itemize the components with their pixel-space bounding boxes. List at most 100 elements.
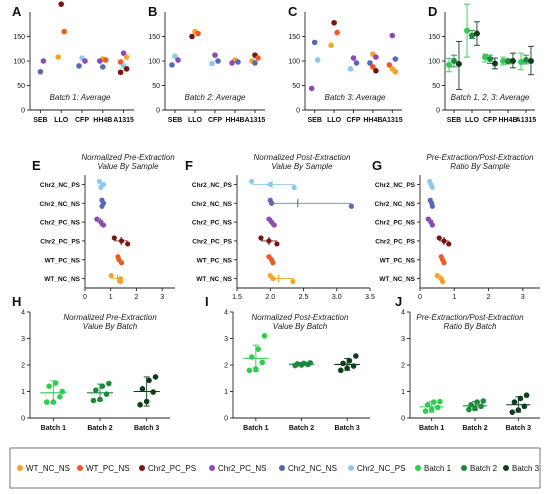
- data-point: [57, 394, 63, 400]
- data-point: [270, 275, 276, 282]
- data-point: [99, 203, 105, 209]
- y-tick-label: 0: [436, 108, 440, 115]
- data-point: [98, 184, 104, 191]
- data-point: [429, 203, 435, 209]
- y-tick-label: WT_PC_NS: [197, 257, 233, 264]
- chart-title: Pre-Extraction/Post-Extraction Ratio By B…: [416, 313, 524, 331]
- x-tick-label: 2: [134, 294, 138, 301]
- y-tick-label: Chr2_NC_NS: [40, 201, 81, 208]
- y-tick-label: 150: [148, 34, 160, 41]
- data-point: [271, 222, 277, 228]
- data-point: [99, 383, 106, 390]
- chart-title: Normalized Post-Extraction Value By Batch: [252, 313, 349, 331]
- data-point: [235, 59, 241, 65]
- x-tick-label: LLO: [188, 117, 203, 124]
- data-point: [255, 346, 261, 352]
- x-tick-label: 3: [160, 294, 164, 301]
- y-tick-label: 0: [401, 416, 405, 423]
- mean-point: [464, 27, 471, 34]
- panel-letter: E: [32, 158, 41, 173]
- data-point: [334, 29, 340, 36]
- chart-title: Batch 3: Average: [325, 93, 386, 102]
- data-point: [100, 64, 106, 70]
- data-point: [108, 272, 114, 279]
- y-tick-label: WT_PC_NS: [380, 257, 416, 264]
- data-point: [290, 278, 296, 285]
- y-tick-label: Chr2_NC_NS: [375, 201, 416, 208]
- data-point: [348, 203, 354, 209]
- data-point: [434, 272, 440, 279]
- mean-point: [505, 58, 511, 64]
- x-tick-label: HH4B: [93, 117, 112, 124]
- data-point: [340, 360, 346, 367]
- data-point: [424, 401, 431, 408]
- data-point: [253, 366, 259, 372]
- data-point: [52, 380, 59, 386]
- data-point: [209, 60, 215, 67]
- data-point: [428, 406, 435, 413]
- data-point: [274, 241, 280, 247]
- data-point: [300, 360, 307, 367]
- data-point: [252, 60, 258, 66]
- y-tick-label: Chr2_PC_NS: [375, 220, 416, 227]
- legend-label: WT_PC_NS: [86, 464, 130, 473]
- y-tick-label: 2: [21, 363, 25, 370]
- x-tick-label: A1315: [382, 117, 403, 124]
- data-point: [511, 399, 518, 405]
- data-point: [249, 178, 255, 185]
- data-point: [392, 68, 399, 75]
- x-tick-label: HH4B: [498, 117, 517, 124]
- legend-label: Chr2_PC_NS: [218, 464, 266, 473]
- data-point: [97, 58, 103, 64]
- data-point: [270, 260, 276, 266]
- x-tick-label: A1315: [516, 117, 537, 124]
- y-tick-label: 100: [288, 59, 300, 66]
- y-tick-label: 50: [432, 83, 440, 90]
- x-tick-label: 0: [83, 294, 87, 301]
- data-point: [350, 363, 357, 369]
- panel-letter: J: [395, 294, 402, 309]
- data-point: [150, 389, 156, 395]
- data-point: [44, 399, 50, 405]
- y-tick-label: WT_NC_NS: [379, 276, 415, 283]
- data-point: [59, 388, 65, 395]
- data-point: [480, 398, 487, 404]
- data-point: [46, 383, 52, 390]
- data-point: [259, 359, 266, 366]
- data-point: [308, 85, 315, 92]
- y-tick-label: 1: [21, 389, 25, 396]
- x-tick-label: Batch 2: [87, 425, 112, 432]
- x-tick-label: SEB: [168, 117, 182, 124]
- data-point: [266, 238, 272, 244]
- legend-label: Chr2_NC_NS: [288, 464, 337, 473]
- data-point: [441, 238, 447, 244]
- data-point: [137, 401, 143, 408]
- legend-label: Chr2_NC_PS: [357, 464, 405, 473]
- x-tick-label: 2.0: [265, 294, 275, 301]
- data-point: [96, 178, 102, 185]
- data-point: [172, 53, 178, 59]
- y-tick-label: 0: [21, 416, 25, 423]
- data-point: [82, 58, 88, 64]
- data-point: [389, 32, 396, 39]
- data-point: [367, 60, 373, 66]
- data-point: [440, 278, 446, 285]
- x-tick-label: CFP: [483, 117, 497, 124]
- data-point: [248, 354, 255, 360]
- legend-label: Batch 3: [512, 464, 540, 473]
- legend-label: Batch 2: [470, 464, 498, 473]
- x-tick-label: Batch 3: [335, 425, 360, 432]
- data-point: [123, 66, 130, 72]
- mean-point: [455, 60, 462, 67]
- mean-point: [487, 56, 493, 63]
- x-tick-label: Batch 2: [462, 425, 487, 432]
- mean-point: [469, 32, 475, 39]
- data-point: [373, 54, 379, 60]
- x-tick-label: 3.0: [332, 294, 342, 301]
- data-point: [392, 56, 399, 62]
- x-tick-label: 0: [418, 294, 422, 301]
- data-point: [478, 403, 484, 410]
- panel-f: F Normalized Post-Extraction Value By Samp…: [185, 153, 375, 301]
- data-point: [93, 387, 99, 393]
